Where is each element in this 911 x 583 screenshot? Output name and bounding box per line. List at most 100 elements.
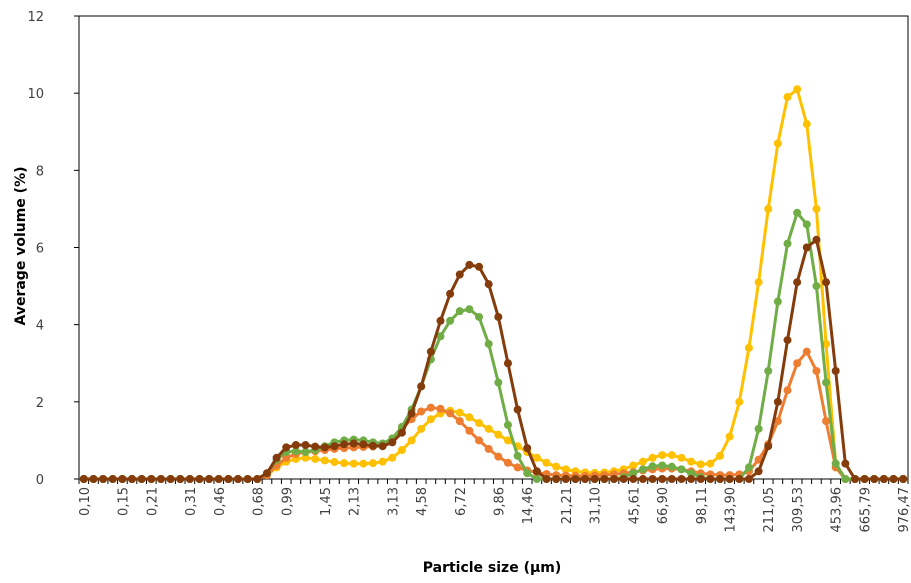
x-tick-label: 4,58 [415,487,430,516]
data-point [503,420,512,429]
data-point [706,475,715,483]
data-point [754,455,763,464]
data-point [783,386,792,395]
data-point [426,347,435,356]
data-point [436,316,445,325]
y-tick-label: 6 [36,242,44,257]
data-point [648,462,657,471]
data-point [870,475,879,483]
data-point [311,454,320,463]
x-tick-label: 0,21 [145,487,160,516]
data-point [108,475,117,483]
data-point [687,457,696,466]
data-point [754,424,763,433]
data-point [802,243,811,252]
data-point [301,453,310,462]
data-point [243,475,252,483]
data-point [311,442,320,451]
x-tick-label: 98,11 [695,487,710,524]
data-point [889,475,898,483]
data-point [503,359,512,368]
data-point [291,447,300,456]
series-4 [79,235,908,483]
data-point [397,446,406,455]
data-point [330,442,339,451]
series-3 [79,208,908,483]
data-point [667,475,676,483]
data-point [744,463,753,472]
axes: 0 2 4 6 8 10 12 0,10 0,15 0,21 0,31 0,46 0,68 0,99 1,4… [27,10,911,533]
data-point [696,475,705,483]
data-point [629,475,638,483]
data-point [417,382,426,391]
data-point [282,443,291,452]
data-point [841,459,850,468]
data-point [629,469,638,478]
data-point [552,475,561,483]
x-tick-label: 66,90 [656,487,671,524]
data-point [253,475,262,483]
data-point [590,475,599,483]
data-point [571,475,580,483]
x-tick-label: 0,31 [184,487,199,516]
data-point [879,475,888,483]
data-point [475,419,484,428]
data-point [137,475,146,483]
data-point [638,465,647,474]
data-point [802,347,811,356]
data-point [812,366,821,375]
data-point [291,441,300,450]
data-point [754,278,763,287]
data-point [802,120,811,129]
y-tick-label: 12 [27,10,44,25]
data-point [99,475,108,483]
data-point [735,475,744,483]
x-tick-label: 2,13 [348,487,363,516]
data-point [503,436,512,445]
data-point [638,475,647,483]
series-1 [79,85,908,483]
data-point [301,447,310,456]
data-point [272,453,281,462]
data-point [523,444,532,453]
y-axis-title: Average volume (%) [13,167,29,326]
data-point [648,453,657,462]
data-point [831,459,840,468]
data-point [388,453,397,462]
data-point [542,458,551,467]
data-point [446,289,455,298]
data-point [802,220,811,229]
data-point [561,465,570,474]
data-point [426,415,435,424]
data-point [552,462,561,471]
data-point [320,456,329,465]
data-point [465,260,474,269]
data-point [744,343,753,352]
data-point [301,441,310,450]
data-point [822,278,831,287]
data-point [484,339,493,348]
data-point [407,436,416,445]
data-point [696,460,705,469]
data-point [744,475,753,483]
data-point [484,444,493,453]
data-point [330,458,339,467]
data-point [369,441,378,450]
data-point [735,397,744,406]
data-point [513,405,522,414]
data-point [667,462,676,471]
y-tick-label: 2 [36,396,44,411]
data-point [234,475,243,483]
data-point [349,459,358,468]
data-point [850,475,859,483]
data-point [725,475,734,483]
data-point [716,475,725,483]
data-point [465,413,474,422]
series-layer [79,85,908,483]
data-point [658,451,667,460]
data-point [783,93,792,102]
x-tick-label: 0,15 [116,487,131,516]
data-point [764,366,773,375]
data-point [89,475,98,483]
